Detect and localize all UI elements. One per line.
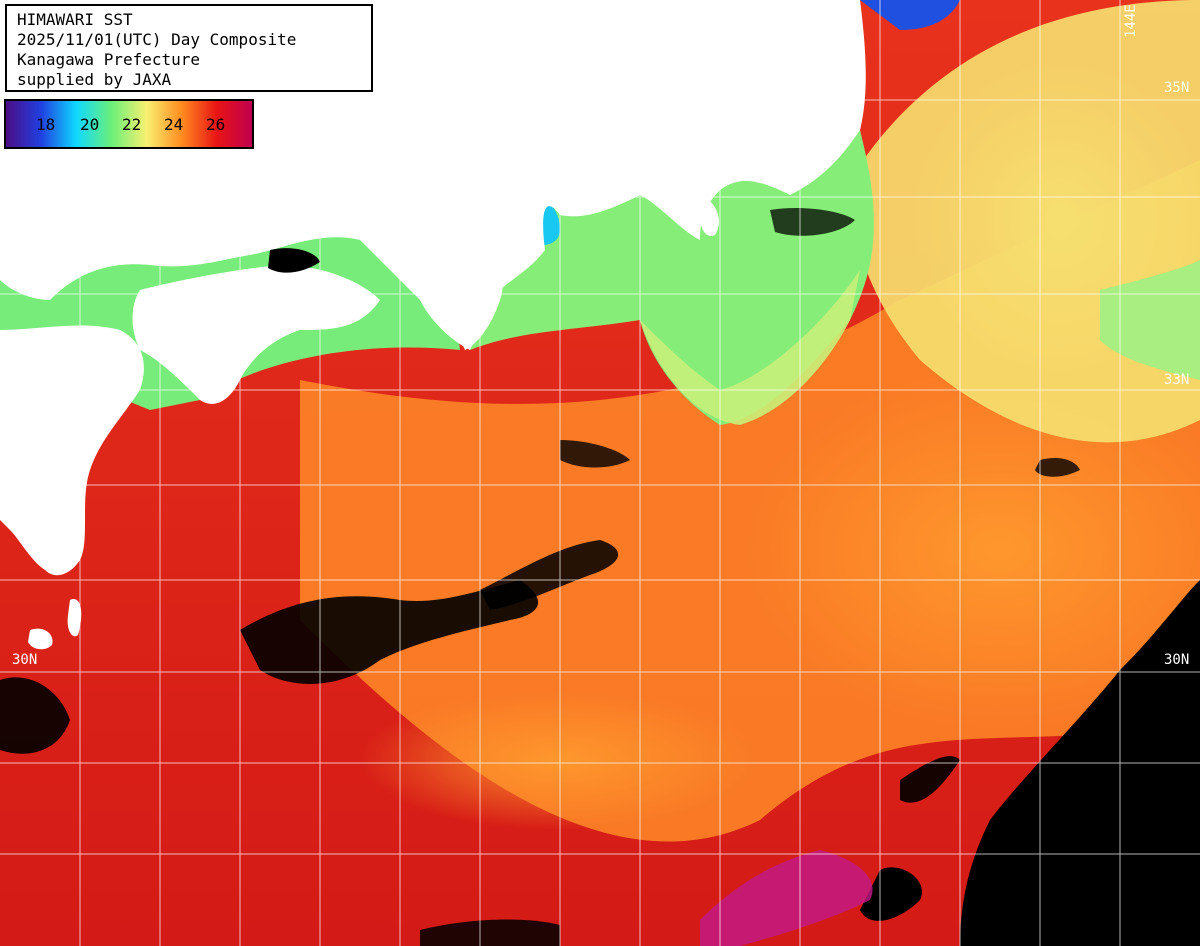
land-kyushu xyxy=(0,325,144,576)
title-line-1: HIMAWARI SST xyxy=(17,10,133,29)
lat-label-33-right: 33N xyxy=(1164,372,1190,388)
title-line-3: Kanagawa Prefecture xyxy=(17,50,201,69)
warm-blob-2 xyxy=(740,370,1200,730)
nodata-cloud-7 xyxy=(268,248,320,273)
nodata-cloud-4 xyxy=(770,208,855,236)
lon-label-136: 136E xyxy=(483,4,499,38)
hottest-fringe xyxy=(700,850,873,946)
lat-label-30-left: 30N xyxy=(12,652,38,668)
land-island-1 xyxy=(28,628,53,650)
nodata-cloud-5 xyxy=(1035,458,1080,477)
legend-label-22: 22 xyxy=(122,115,142,134)
cold-patch-northeast xyxy=(860,0,960,30)
cool-band-east xyxy=(1100,260,1200,380)
land-boso xyxy=(830,90,861,134)
lat-label-35-right: 35N xyxy=(1164,80,1190,96)
nodata-cloud-band-1 xyxy=(240,580,539,684)
legend-label-24: 24 xyxy=(164,115,184,134)
title-box: HIMAWARI SST 2025/11/01(UTC) Day Composi… xyxy=(5,4,373,92)
legend-label-26: 26 xyxy=(206,115,226,134)
nodata-cloud-8 xyxy=(900,756,960,803)
nodata-southeast-fringe xyxy=(860,867,922,921)
nodata-cloud-band-2 xyxy=(480,540,619,610)
legend-label-20: 20 xyxy=(80,115,100,134)
cool-mild-transition xyxy=(640,270,860,425)
lat-label-30-right: 30N xyxy=(1164,652,1190,668)
lon-label-144: 144E xyxy=(1123,4,1139,38)
title-line-2: 2025/11/01(UTC) Day Composite xyxy=(17,30,297,49)
legend-label-18: 18 xyxy=(36,115,56,134)
color-scale-labels: 18 20 22 24 26 xyxy=(6,101,252,147)
land-shikoku xyxy=(132,265,380,404)
land-izu xyxy=(699,195,720,236)
color-scale-legend: 18 20 22 24 26 xyxy=(4,99,254,149)
land-island-2 xyxy=(67,599,82,637)
nodata-cloud-6 xyxy=(420,919,560,946)
nodata-cloud-west xyxy=(0,677,70,754)
nodata-cloud-3 xyxy=(560,440,630,468)
title-line-4: supplied by JAXA xyxy=(17,70,172,89)
color-scale-gradient xyxy=(6,101,252,147)
